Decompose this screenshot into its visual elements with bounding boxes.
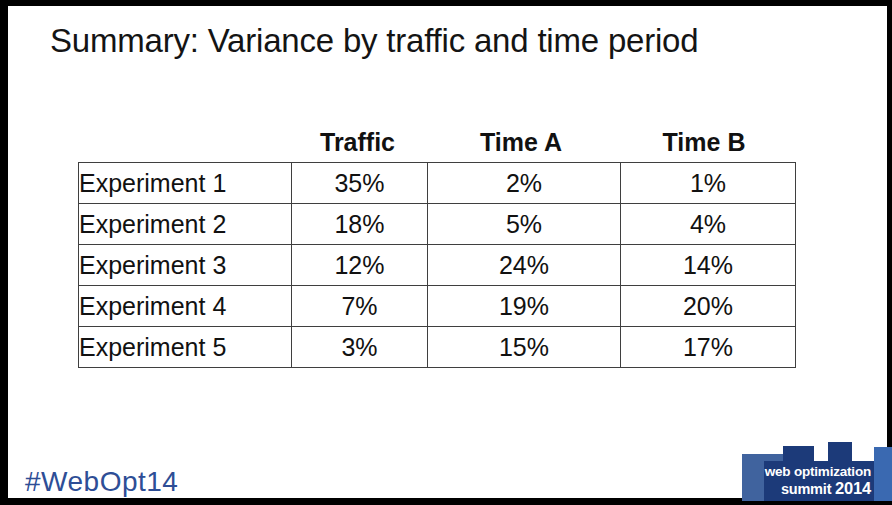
table-row: Experiment 5 3% 15% 17% xyxy=(79,327,796,368)
slide-title: Summary: Variance by traffic and time pe… xyxy=(50,22,698,60)
time-a-value: 19% xyxy=(428,286,621,327)
column-header-time-a: Time A xyxy=(425,128,617,157)
table-column-headers: Traffic Time A Time B xyxy=(78,128,791,157)
table-row: Experiment 1 35% 2% 1% xyxy=(79,163,796,204)
time-a-value: 2% xyxy=(428,163,621,204)
table-row: Experiment 4 7% 19% 20% xyxy=(79,286,796,327)
event-hashtag: #WebOpt14 xyxy=(25,466,178,498)
variance-table: Experiment 1 35% 2% 1% Experiment 2 18% … xyxy=(78,162,796,368)
traffic-value: 18% xyxy=(292,204,428,245)
time-a-value: 5% xyxy=(428,204,621,245)
traffic-value: 3% xyxy=(292,327,428,368)
time-a-value: 15% xyxy=(428,327,621,368)
traffic-value: 7% xyxy=(292,286,428,327)
row-label: Experiment 1 xyxy=(79,163,292,204)
traffic-value: 12% xyxy=(292,245,428,286)
column-header-time-b: Time B xyxy=(617,128,791,157)
table-row: Experiment 2 18% 5% 4% xyxy=(79,204,796,245)
row-label: Experiment 3 xyxy=(79,245,292,286)
video-letterbox-frame: Summary: Variance by traffic and time pe… xyxy=(0,0,892,505)
row-label: Experiment 2 xyxy=(79,204,292,245)
row-label: Experiment 4 xyxy=(79,286,292,327)
column-header-traffic: Traffic xyxy=(290,128,425,157)
time-b-value: 4% xyxy=(621,204,796,245)
time-a-value: 24% xyxy=(428,245,621,286)
slide: Summary: Variance by traffic and time pe… xyxy=(8,6,887,498)
column-header-spacer xyxy=(78,128,290,157)
table-row: Experiment 3 12% 24% 14% xyxy=(79,245,796,286)
row-label: Experiment 5 xyxy=(79,327,292,368)
time-b-value: 20% xyxy=(621,286,796,327)
time-b-value: 17% xyxy=(621,327,796,368)
time-b-value: 1% xyxy=(621,163,796,204)
traffic-value: 35% xyxy=(292,163,428,204)
time-b-value: 14% xyxy=(621,245,796,286)
